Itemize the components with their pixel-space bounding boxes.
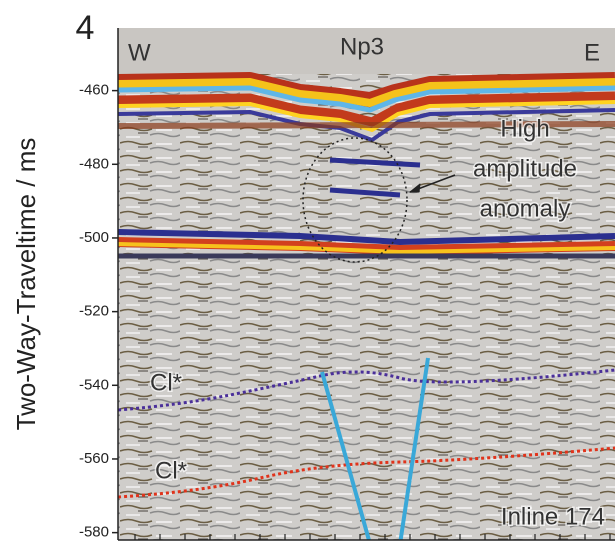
seismic-image xyxy=(118,28,615,540)
anomaly-label: amplitude xyxy=(473,155,577,182)
east-label: E xyxy=(584,39,600,66)
y-axis-title: Two-Way-Traveltime / ms xyxy=(11,138,41,431)
anomaly-label: High xyxy=(500,115,549,142)
corner-label: 4 xyxy=(76,9,95,47)
horizon-label: Cl* xyxy=(150,369,182,396)
west-label: W xyxy=(128,39,151,66)
anomaly-label: anomaly xyxy=(480,195,571,222)
y-tick-label: -580 xyxy=(79,524,109,541)
y-tick-label: -540 xyxy=(79,376,109,393)
y-tick-label: -480 xyxy=(79,155,109,172)
y-tick-label: -520 xyxy=(79,303,109,320)
y-tick-label: -500 xyxy=(79,229,109,246)
y-tick-label: -560 xyxy=(79,450,109,467)
y-tick-label: -460 xyxy=(79,82,109,99)
horizon-label: Cl* xyxy=(155,457,187,484)
inline-label: Inline 174 xyxy=(501,503,605,530)
horizon-label: Np3 xyxy=(340,33,384,60)
